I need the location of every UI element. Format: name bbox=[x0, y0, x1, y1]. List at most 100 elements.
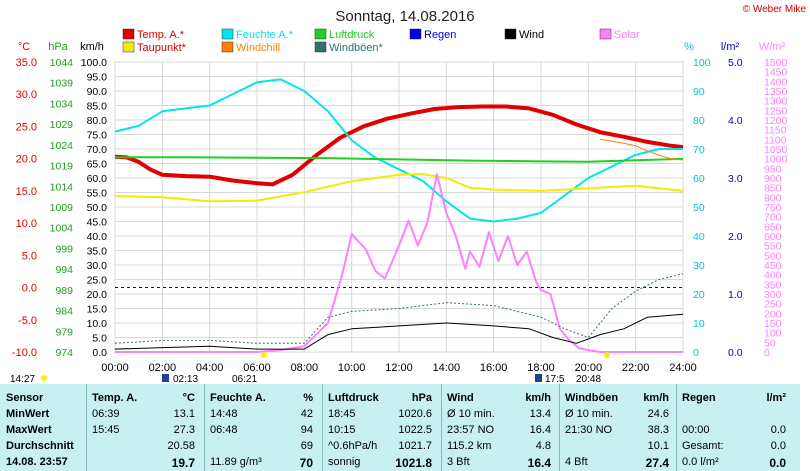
rain-axis-tick: 3.0 bbox=[728, 173, 743, 185]
stats-cell-value: 24.6 bbox=[647, 408, 669, 420]
temp-axis-tick: -5.0 bbox=[18, 315, 37, 327]
stats-cell-label: Ø 10 min. bbox=[447, 408, 495, 420]
stats-cell-label: 115.2 km bbox=[447, 440, 492, 452]
hpa-axis-tick: 1004 bbox=[50, 223, 74, 235]
stats-divider bbox=[86, 384, 87, 471]
moonrise-time: 02:13 bbox=[173, 374, 198, 384]
legend-label: Temp. A.* bbox=[137, 29, 185, 41]
x-tick: 24:00 bbox=[669, 362, 697, 374]
solar-axis-tick: 850 bbox=[764, 183, 782, 195]
stats-cell-value: 4.8 bbox=[535, 440, 551, 452]
legend-swatch bbox=[409, 28, 422, 40]
stats-col-unit: % bbox=[303, 392, 313, 404]
legend-label: Luftdruck bbox=[329, 29, 375, 41]
kmh-axis-tick: 40.0 bbox=[87, 231, 108, 243]
stats-col-unit: km/h bbox=[525, 392, 551, 404]
stats-col-head: Feuchte A. bbox=[210, 392, 266, 404]
stats-cell-value: 16.4 bbox=[529, 424, 551, 436]
series-luftdruck bbox=[115, 156, 684, 163]
kmh-axis-tick: 10.0 bbox=[87, 318, 108, 330]
series-temp-a bbox=[114, 104, 684, 187]
series-windb-en bbox=[114, 273, 684, 344]
stats-col-head: Luftdruck bbox=[328, 392, 379, 404]
solar-axis-tick: 0 bbox=[764, 347, 770, 359]
hpa-axis-tick: 1009 bbox=[50, 202, 74, 214]
rain-unit: l/m² bbox=[721, 41, 740, 53]
solar-axis-tick: 700 bbox=[764, 212, 782, 224]
solar-axis-tick: 950 bbox=[764, 163, 782, 175]
stats-cell-value: 1022.5 bbox=[398, 424, 432, 436]
legend-label: Windchill bbox=[236, 42, 280, 54]
stats-cell-value: 1021.8 bbox=[395, 456, 432, 470]
solar-axis-tick: 1050 bbox=[764, 144, 788, 156]
moonrise-icon bbox=[162, 374, 169, 382]
solar-axis-tick: 750 bbox=[764, 202, 782, 214]
solar-axis-tick: 900 bbox=[764, 173, 782, 185]
legend-swatch bbox=[314, 41, 327, 53]
temp-axis-tick: 0.0 bbox=[22, 283, 37, 295]
stats-cell-value: 13.4 bbox=[529, 408, 551, 420]
kmh-axis-tick: 100.0 bbox=[81, 57, 107, 69]
stats-col-head: Windböen bbox=[565, 392, 619, 404]
solar-axis-tick: 600 bbox=[764, 231, 782, 243]
kmh-axis-tick: 65.0 bbox=[87, 159, 108, 171]
sunrise-icon bbox=[261, 352, 267, 358]
stats-cell-value: 13.1 bbox=[173, 408, 195, 420]
pct-axis-tick: 10 bbox=[693, 318, 705, 330]
stats-cell-label: 0.0 l/m² bbox=[682, 456, 719, 468]
stats-cell-value: 94 bbox=[300, 424, 313, 436]
stats-cell-value: 0.0 bbox=[770, 440, 786, 452]
kmh-axis-tick: 80.0 bbox=[87, 115, 108, 127]
legend-label: Wind bbox=[519, 29, 544, 41]
chart-title: Sonntag, 14.08.2016 bbox=[335, 8, 474, 25]
solar-axis-tick: 150 bbox=[764, 318, 782, 330]
stats-cell-label: sonnig bbox=[328, 456, 361, 468]
stats-col-head: Temp. A. bbox=[92, 392, 138, 404]
hpa-axis-tick: 984 bbox=[55, 306, 73, 318]
series-wind bbox=[114, 313, 684, 350]
series-solar bbox=[115, 173, 683, 353]
hpa-axis-tick: 979 bbox=[55, 326, 73, 338]
x-tick: 08:00 bbox=[291, 362, 319, 374]
solar-axis-tick: 800 bbox=[764, 192, 782, 204]
stats-cell-label: 11.89 g/m³ bbox=[210, 456, 262, 468]
x-tick: 04:00 bbox=[196, 362, 224, 374]
temp-unit: °C bbox=[18, 41, 30, 53]
solar-axis-tick: 1150 bbox=[764, 125, 787, 137]
hpa-axis-tick: 974 bbox=[55, 347, 73, 359]
solar-axis-tick: 650 bbox=[764, 221, 782, 233]
kmh-axis-tick: 50.0 bbox=[87, 202, 108, 214]
sunset-icon bbox=[604, 352, 610, 358]
pct-axis-tick: 50 bbox=[693, 202, 705, 214]
solar-axis-tick: 1500 bbox=[764, 57, 788, 69]
temp-axis-tick: 30.0 bbox=[16, 89, 37, 101]
solar-axis-tick: 1400 bbox=[764, 76, 788, 88]
legend-label: Taupunkt* bbox=[137, 42, 187, 54]
rain-axis-tick: 0.0 bbox=[728, 347, 743, 359]
stats-cell-label: 23:57 NO bbox=[447, 424, 495, 436]
sunset-time: 20:48 bbox=[576, 374, 601, 384]
hpa-axis-tick: 994 bbox=[55, 264, 73, 276]
hpa-axis-tick: 1034 bbox=[50, 98, 74, 110]
series-taupunkt bbox=[114, 173, 684, 203]
solar-axis-tick: 1300 bbox=[764, 96, 788, 108]
kmh-axis-tick: 95.0 bbox=[87, 72, 108, 84]
hpa-axis-tick: 1019 bbox=[50, 161, 74, 173]
x-tick: 12:00 bbox=[385, 362, 413, 374]
pct-axis-tick: 60 bbox=[693, 173, 705, 185]
solar-axis-tick: 1100 bbox=[764, 134, 787, 146]
kmh-axis-tick: 75.0 bbox=[87, 130, 108, 142]
stats-cell-label: Gesamt: bbox=[682, 440, 724, 452]
legend-swatch bbox=[122, 28, 135, 40]
solar-axis-tick: 1250 bbox=[764, 105, 788, 117]
solar-axis-tick: 500 bbox=[764, 250, 782, 262]
stats-row-label: MaxWert bbox=[6, 424, 52, 436]
stats-cell-value: 69 bbox=[300, 440, 313, 452]
kmh-unit: km/h bbox=[80, 41, 104, 53]
solar-axis-tick: 550 bbox=[764, 241, 782, 253]
legend: Temp. A.* Feuchte A.* Luftdruck Regen Wind So… bbox=[122, 28, 640, 54]
solar-axis-tick: 1350 bbox=[764, 86, 788, 98]
legend-label: Regen bbox=[424, 29, 456, 41]
x-tick: 06:00 bbox=[243, 362, 271, 374]
stats-cell-value: 0.0 bbox=[769, 456, 786, 470]
